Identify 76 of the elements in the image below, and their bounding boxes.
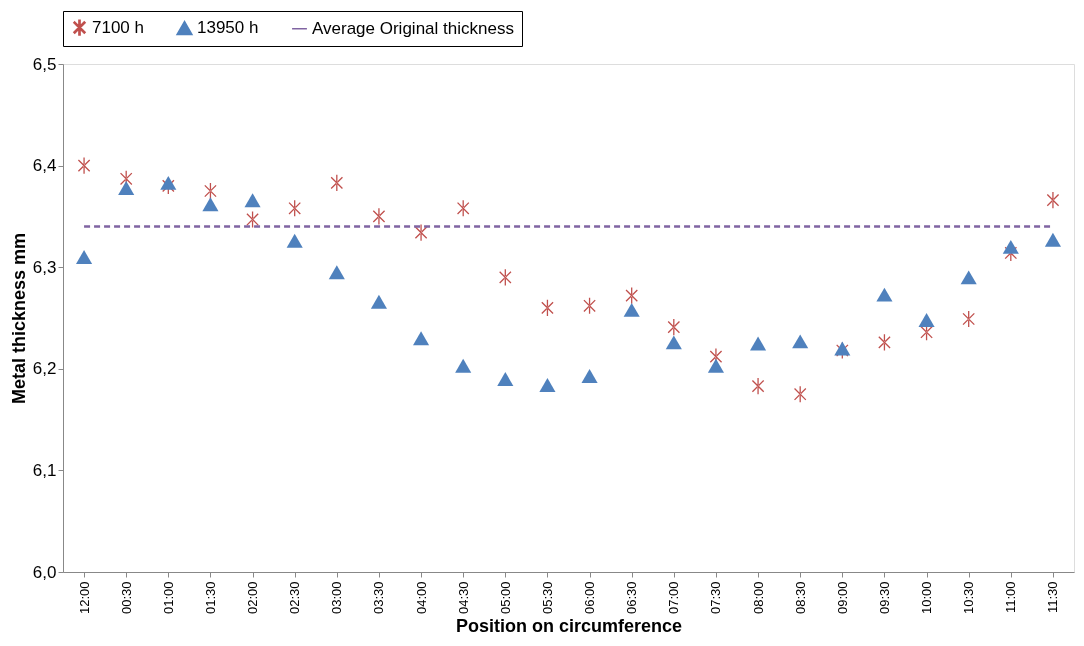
x-tick-label: 09:00 (834, 581, 850, 615)
point (118, 180, 135, 195)
point (328, 265, 345, 280)
x-tick-label: 00:30 (118, 581, 134, 615)
point (707, 358, 724, 373)
y-axis-title: Metal thickness mm (8, 232, 29, 405)
point (960, 270, 977, 285)
y-tick-label: 6,3 (32, 257, 57, 277)
legend-label: 7100 h (92, 17, 144, 37)
y-tick-label: 6,5 (32, 54, 57, 74)
point (244, 193, 261, 208)
x-tick-label: 10:30 (961, 581, 977, 615)
y-tick-label: 6,0 (32, 562, 57, 582)
x-tick-label: 03:00 (329, 581, 345, 615)
y-tick-label: 6,2 (32, 359, 57, 379)
point (160, 175, 177, 190)
x-tick-label: 06:00 (582, 581, 598, 615)
point (792, 334, 809, 349)
point (794, 386, 807, 403)
point (202, 197, 219, 212)
x-tick-label: 09:30 (876, 581, 892, 615)
point (76, 250, 93, 265)
y-tick-label: 6,1 (32, 460, 57, 480)
point (581, 368, 598, 383)
point (286, 233, 303, 248)
point (372, 208, 386, 225)
x-tick-label: 08:00 (750, 581, 766, 615)
point (962, 310, 975, 328)
point (750, 336, 767, 351)
x-tick-label: 11:30 (1045, 581, 1061, 614)
legend-label: Average Original thickness (312, 18, 514, 38)
point (457, 200, 470, 217)
point (288, 200, 301, 217)
x-tick-label: 05:00 (497, 581, 513, 615)
point (878, 334, 891, 351)
x-tick-label: 10:00 (919, 581, 935, 615)
x-tick-label: 02:00 (245, 581, 261, 615)
point (539, 378, 556, 393)
legend-label: 13950 h (197, 18, 259, 38)
x-tick-label: 07:30 (708, 581, 724, 615)
point (665, 335, 682, 350)
x-tick-label: 02:30 (287, 581, 303, 615)
point (246, 211, 259, 228)
point (625, 287, 638, 304)
x-tick-label: 05:30 (539, 581, 555, 615)
point (541, 299, 554, 316)
point (330, 174, 343, 191)
point (77, 157, 91, 174)
point (667, 319, 680, 336)
point (497, 371, 514, 386)
point (1046, 192, 1060, 209)
x-tick-label: 07:00 (666, 581, 682, 615)
point (1002, 239, 1019, 254)
x-tick-label: 11:00 (1003, 581, 1019, 614)
point (204, 182, 217, 200)
x-tick-label: 01:30 (202, 581, 218, 615)
point (751, 378, 765, 395)
point (413, 331, 430, 346)
x-tick-label: 03:30 (371, 581, 387, 615)
x-tick-label: 12:00 (76, 581, 92, 615)
y-tick-label: 6,4 (32, 156, 57, 176)
point (499, 269, 512, 286)
x-tick-label: 06:30 (624, 581, 640, 615)
point (876, 287, 893, 302)
x-tick-label: 04:00 (413, 581, 429, 615)
x-tick-label: 01:00 (160, 581, 176, 615)
point (370, 294, 387, 309)
x-axis-title: Position on circumference (455, 616, 683, 637)
point (455, 358, 472, 373)
point (414, 224, 428, 241)
point (918, 313, 935, 328)
x-tick-label: 08:30 (792, 581, 808, 615)
x-tick-label: 04:30 (455, 581, 471, 615)
point (623, 302, 640, 317)
point (1044, 232, 1061, 247)
point (583, 297, 596, 314)
